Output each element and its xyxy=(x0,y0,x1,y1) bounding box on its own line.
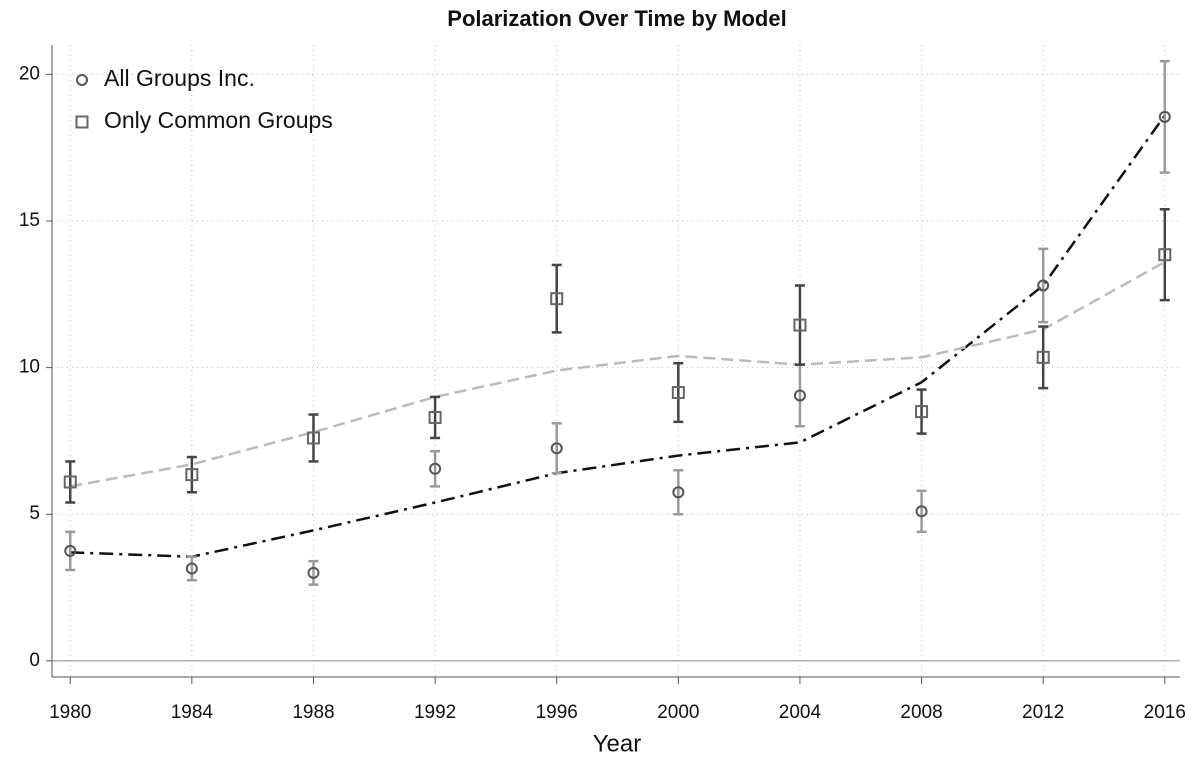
point xyxy=(63,475,77,489)
x-tick-label: 1992 xyxy=(414,702,456,723)
x-tick-label: 2000 xyxy=(657,702,699,723)
point xyxy=(550,292,564,306)
point xyxy=(64,544,77,557)
trend-line xyxy=(70,260,1166,488)
point xyxy=(1037,279,1050,292)
point xyxy=(550,442,563,455)
x-tick-label: 1980 xyxy=(49,702,91,723)
error-bar xyxy=(794,284,805,366)
x-tick-label: 1984 xyxy=(171,702,214,723)
error-bar xyxy=(916,388,927,435)
x-axis-label: Year xyxy=(593,730,642,757)
error-bar xyxy=(916,489,927,534)
point xyxy=(185,468,199,482)
point xyxy=(793,389,806,402)
error-bar xyxy=(794,363,805,428)
legend-label: Only Common Groups xyxy=(104,107,333,133)
x-tick-label: 1996 xyxy=(536,702,578,723)
error-bar xyxy=(673,361,684,424)
x-tick-label: 2004 xyxy=(779,702,822,723)
point xyxy=(915,505,928,518)
legend-marker xyxy=(76,74,88,86)
error-bar xyxy=(308,413,319,463)
y-tick-label: 15 xyxy=(19,210,40,231)
error-bar xyxy=(430,449,441,488)
y-tick-label: 10 xyxy=(19,357,40,378)
point xyxy=(428,410,442,424)
error-bar xyxy=(673,468,684,516)
trend-line xyxy=(70,114,1166,559)
point xyxy=(306,431,320,445)
point xyxy=(185,562,198,575)
y-tick-label: 20 xyxy=(19,63,40,84)
x-tick-label: 2016 xyxy=(1144,702,1186,723)
error-bar xyxy=(186,455,197,494)
point xyxy=(1158,110,1171,123)
point xyxy=(793,318,807,332)
error-bar xyxy=(551,422,562,475)
error-bar xyxy=(1038,325,1049,390)
error-bar xyxy=(186,555,197,582)
x-tick-label: 2008 xyxy=(900,702,942,723)
point xyxy=(1036,350,1050,364)
point xyxy=(672,486,685,499)
error-bar xyxy=(551,263,562,334)
error-bar xyxy=(65,530,76,572)
legend-label: All Groups Inc. xyxy=(104,65,255,91)
point xyxy=(429,462,442,475)
legend-marker xyxy=(75,115,89,129)
error-bar xyxy=(65,460,76,504)
point xyxy=(671,386,685,400)
y-tick-label: 5 xyxy=(29,503,40,524)
x-tick-label: 1988 xyxy=(292,702,334,723)
error-bar xyxy=(1038,247,1049,324)
point xyxy=(1158,248,1172,262)
error-bar xyxy=(1159,207,1170,302)
point xyxy=(915,405,929,419)
x-tick-label: 2012 xyxy=(1022,702,1064,723)
point xyxy=(307,566,320,579)
error-bar xyxy=(1159,59,1170,174)
chart-title: Polarization Over Time by Model xyxy=(447,6,786,31)
error-bar xyxy=(430,395,441,440)
y-tick-label: 0 xyxy=(29,650,40,671)
error-bar xyxy=(308,559,319,586)
